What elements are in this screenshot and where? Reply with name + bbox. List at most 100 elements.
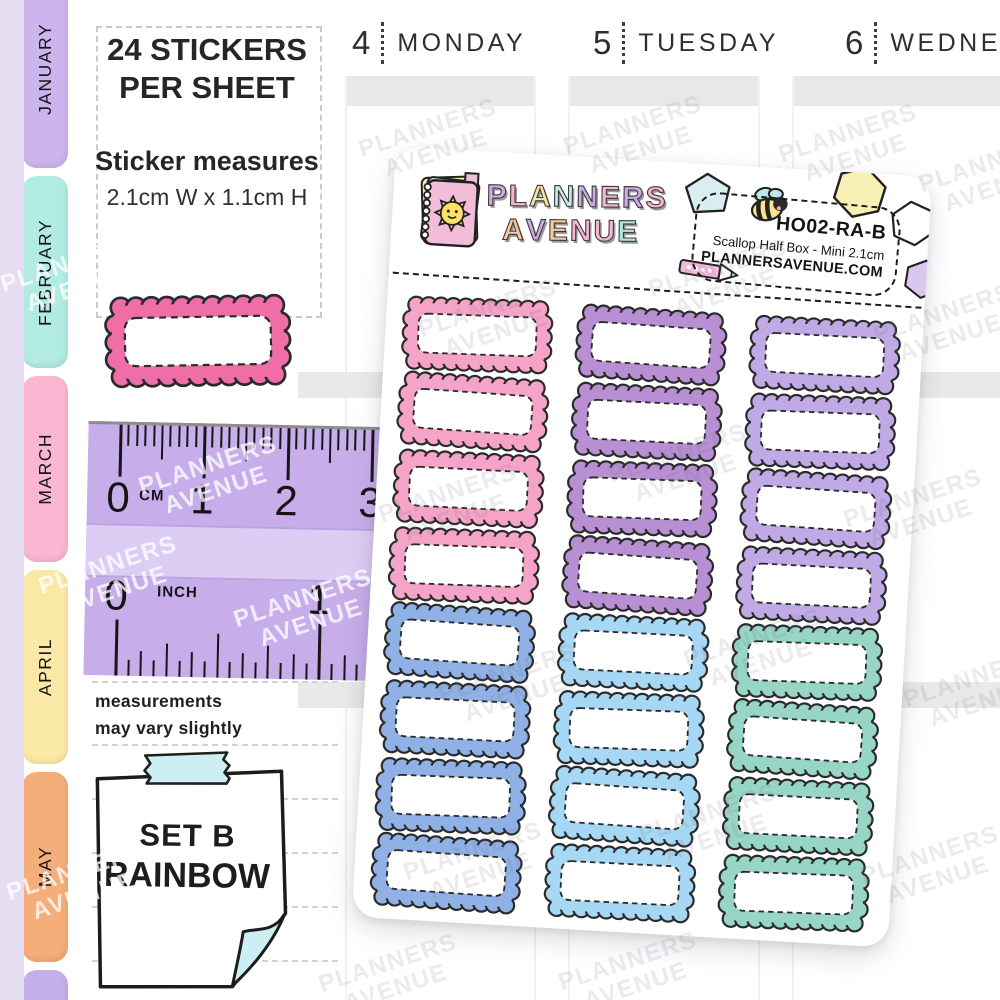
month-tab-february: FEBRUARY	[22, 176, 68, 368]
scallop-half-box-sticker-blue	[377, 678, 533, 762]
ruler-tick	[177, 425, 181, 447]
brand-letter: N	[569, 213, 594, 248]
bee-icon	[744, 184, 793, 232]
ruler-tick	[355, 664, 358, 681]
pencil-icon	[675, 255, 741, 292]
ruler-tick	[135, 424, 139, 446]
day-header-wednesday: 6 WEDNE	[845, 22, 1000, 64]
day-number: 6	[845, 24, 864, 61]
brand-line2: AVENUE	[501, 213, 668, 249]
ruler-tick	[219, 426, 223, 448]
ruler-tick	[292, 654, 295, 680]
ruler-tick	[215, 633, 219, 678]
page-curl-icon	[230, 912, 286, 988]
ruler-tick	[279, 663, 282, 680]
set-label: SET B	[139, 817, 236, 854]
ruler-tick	[139, 651, 143, 677]
scallop-half-box-sticker-mint	[716, 852, 871, 934]
brand-letter: E	[547, 213, 571, 248]
scallop-half-box-sticker-lilac	[737, 466, 894, 552]
sheet-count-title-line1: 24 STICKERS	[107, 32, 307, 67]
ruler-tick	[286, 428, 291, 481]
sample-scallop-sticker	[103, 292, 293, 394]
ruler-tick	[194, 426, 198, 448]
cm-number: 1	[189, 475, 215, 523]
tab-rail	[0, 0, 24, 1000]
ruler-tick	[345, 429, 349, 451]
scallop-half-box-sticker-mint	[724, 696, 881, 782]
ruler-tick	[337, 429, 340, 451]
scallop-half-box-sticker-blue	[373, 755, 528, 837]
ruler-tick	[190, 652, 194, 678]
scallop-half-box-sticker-pink	[400, 294, 555, 376]
scallop-half-box-sticker-sky	[546, 763, 703, 849]
ruler-tick	[177, 660, 181, 677]
day-header-monday: 4 MONDAY	[352, 22, 526, 64]
scallop-half-box-sticker-purple	[569, 380, 725, 464]
ruler-tick	[144, 425, 147, 447]
brand-letter: L	[508, 179, 530, 213]
ruler-tick	[160, 425, 164, 460]
day-name: WEDNE	[890, 28, 1000, 57]
ruler-tick	[118, 424, 123, 477]
scallop-half-box-sticker-pink	[387, 525, 542, 607]
scallop-half-box-sticker-blue	[368, 830, 525, 916]
ruler-tick	[169, 425, 173, 447]
ruler-tick	[236, 427, 240, 449]
set-name: RAINBOW	[103, 854, 271, 897]
hexagon-sticker-lilac-icon	[900, 256, 933, 309]
scallop-half-box-sticker-sky	[551, 689, 706, 771]
brand-letter: R	[621, 181, 646, 215]
brand-letter: E	[599, 180, 623, 215]
day-name: TUESDAY	[638, 28, 780, 57]
ruler-tick	[152, 425, 156, 447]
ruler-tick	[362, 429, 366, 451]
cm-number: 2	[273, 476, 299, 525]
ruler-tick	[211, 426, 214, 448]
scallop-half-box-sticker-purple	[573, 302, 730, 388]
dotted-separator	[874, 22, 878, 64]
sheet-count-title-line2: PER SHEET	[119, 70, 295, 105]
sticky-note: SET B RAINBOW	[82, 751, 291, 996]
ruler-tick	[266, 645, 270, 679]
hexagon-sticker-yellow-icon	[824, 158, 894, 232]
month-tab-label: JANUARY	[34, 23, 55, 115]
ruler-tick	[278, 427, 282, 449]
scallop-half-box-sticker-lilac	[734, 544, 890, 628]
ruler-tick	[317, 623, 321, 680]
disclaimer-line2: may vary slightly	[95, 718, 243, 739]
inch-number: 1	[306, 575, 332, 624]
scallop-half-box-sticker-pink	[391, 447, 547, 531]
ruler-tick	[203, 661, 206, 678]
brand-line1: PLANNERS	[486, 179, 669, 216]
ruler-tick	[228, 661, 231, 678]
sticker-grid	[368, 293, 924, 948]
ruler-tick	[320, 428, 324, 450]
planner-column-header-bar	[570, 76, 758, 106]
ruler-tick	[228, 426, 231, 448]
ruler-tick	[328, 428, 332, 464]
ruler-tick	[244, 427, 248, 462]
scallop-half-box-sticker-sky	[555, 611, 711, 695]
dotted-separator	[622, 22, 626, 64]
ruler-tick	[312, 428, 315, 450]
ruler-tick	[253, 427, 256, 449]
inch-number: 0	[103, 571, 129, 619]
month-tab-label: MARCH	[34, 433, 55, 505]
inch-label: INCH	[156, 583, 198, 602]
ruler-tick	[330, 664, 333, 681]
month-tab-label: APRIL	[34, 637, 55, 697]
ruled-line	[92, 681, 338, 683]
day-name: MONDAY	[397, 28, 527, 57]
brand-logo-text: PLANNERS AVENUE	[486, 179, 669, 249]
ruler-tick	[165, 643, 168, 677]
sun-icon	[433, 194, 472, 233]
ruler-tick	[342, 655, 346, 681]
day-header-tuesday: 5 TUESDAY	[593, 22, 779, 64]
dotted-separator	[381, 22, 385, 64]
month-tab-may: MAY	[22, 772, 68, 962]
brand-letter: N	[576, 180, 601, 214]
sticky-note-paper	[95, 769, 288, 989]
ruler-tick	[127, 424, 131, 446]
